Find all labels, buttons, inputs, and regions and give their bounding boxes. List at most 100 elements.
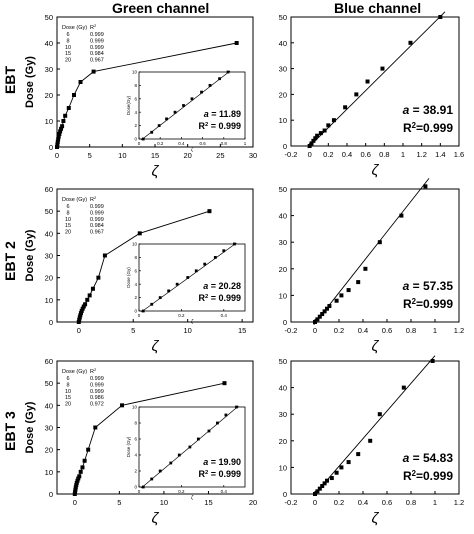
ebt2-green-ytick-label: 10 — [45, 296, 53, 305]
ebt3-blue-point — [325, 478, 329, 483]
ebt3-green-inset-ytick-label: 8 — [134, 421, 137, 426]
ebt2-green-ytick-label: 20 — [45, 274, 53, 283]
ebt3-green-point — [77, 474, 82, 479]
ebt2-green-point — [207, 209, 212, 214]
ebt2-green-inset-ylabel: Dose (Gy) — [126, 267, 131, 288]
ebt3-green-inset-ytick-label: 4 — [134, 453, 137, 458]
column-title-green: Green channel — [112, 0, 210, 16]
ebt-green-point — [66, 106, 71, 110]
ebt-green-point — [78, 80, 83, 84]
ebt-green-inset-point — [190, 97, 194, 101]
ebt2-green-table-header-r2: R2 — [90, 195, 97, 203]
ebt2-green-inset-point — [158, 296, 162, 299]
ebt3-green-inset-r2-label: R2 = 0.999 — [198, 469, 241, 479]
ebt-green-xtick-label: 10 — [118, 151, 126, 160]
ebt-green-inset-ylabel: Dose(Gy) — [126, 95, 131, 115]
ebt2-blue-point — [363, 266, 368, 271]
ebt-blue-frame — [290, 16, 460, 147]
ebt-green-inset-ytick-label: 4 — [134, 110, 137, 115]
ebt-blue-point — [311, 138, 316, 143]
ebt-green-table-r2: 0.999 — [90, 45, 104, 51]
ebt2-blue-xtick-label: -0.2 — [285, 326, 298, 335]
ebt-green-inset-xtick-label: 0.2 — [157, 141, 164, 146]
ebt2-green-table-dose: 10 — [65, 217, 71, 223]
ebt2-blue-point — [325, 306, 329, 311]
ebt2-green-xtick-label: 0 — [77, 326, 81, 335]
ebt3-blue-point — [334, 470, 339, 475]
ebt2-green-point — [79, 308, 84, 313]
ebt-blue-xlabel: ζ — [372, 162, 380, 179]
ebt-blue-point — [322, 128, 327, 133]
ebt3-green-table-dose: 10 — [65, 389, 71, 395]
ebt2-green-point — [78, 311, 83, 316]
ebt3-green-xtick-label: 20 — [249, 498, 257, 507]
ebt-blue-fit-label: a = 38.91 — [403, 103, 454, 117]
ebt3-green-table-r2: 0.999 — [90, 376, 104, 382]
ebt-blue-point — [331, 118, 336, 123]
ebt2-green-inset-ytick-label: 4 — [134, 282, 137, 287]
ebt2-blue-point — [356, 280, 361, 285]
ebt2-blue-xtick-label: 1 — [433, 326, 437, 335]
ebt2-green-point — [102, 253, 107, 258]
ebt2-green-point — [77, 315, 82, 320]
ebt3-blue-xtick-label: 1.2 — [454, 498, 464, 507]
ebt3-green-inset-ylabel: Dose (Gy) — [126, 436, 131, 457]
ebt-blue-point — [307, 144, 312, 148]
ebt3-green-table-dose: 20 — [65, 402, 71, 408]
ebt3-blue-ytick-label: 20 — [279, 437, 287, 446]
ebt2-green-inset-point — [203, 262, 207, 266]
ebt3-blue-ytick-label: 30 — [279, 410, 287, 419]
ebt2-green-inset-fit-label: a = 20.28 — [203, 281, 241, 291]
ebt2-green-point — [87, 293, 92, 298]
ebt2-blue-ytick-label: 10 — [279, 291, 287, 300]
ebt2-blue-xtick-label: 0.8 — [406, 326, 416, 335]
ebt2-green-table-r2: 0.967 — [90, 230, 104, 236]
ebt-green-xtick-label: 15 — [151, 151, 159, 160]
ebt2-green-inset-ytick-label: 10 — [132, 242, 138, 247]
ebt-blue-point — [380, 66, 385, 71]
ebt3-blue-point — [346, 460, 351, 465]
ebt-green-xtick-label: 30 — [249, 151, 257, 160]
ebt2-green-inset-point — [141, 309, 145, 313]
ebt3-green-xtick-label: 15 — [204, 498, 212, 507]
ebt3-green-xtick-label: 0 — [73, 498, 77, 507]
ebt3-blue-r2-label: R2=0.999 — [403, 469, 453, 483]
ebt-green-inset-point — [208, 84, 212, 87]
ebt-green-point — [55, 139, 60, 144]
ebt2-green-point — [80, 306, 85, 311]
ebt-green-inset-ytick-label: 2 — [134, 123, 137, 128]
ebt3-green-table-header-dose: Dose (Gy) — [62, 369, 87, 375]
ebt3-blue-ytick-label: 40 — [279, 384, 287, 393]
ebt2-green-ytick-label: 50 — [45, 207, 53, 216]
ebt3-blue-ytick-label: 10 — [279, 463, 287, 472]
ebt3-green-inset-frame — [138, 406, 246, 488]
ebt-green-point — [58, 129, 63, 134]
ebt3-green-ytick-label: 30 — [45, 424, 53, 433]
ebt3-green-xtick-label: 5 — [117, 498, 121, 507]
ebt-green-point — [55, 142, 60, 147]
ebt3-green-inset-point — [177, 453, 181, 457]
ebt3-green-inset-fit-label: a = 19.90 — [203, 457, 241, 467]
ebt3-blue-point — [401, 385, 406, 390]
ebt3-green-point — [73, 489, 78, 494]
ebt3-green-inset-point — [216, 421, 219, 425]
ebt-green-xlabel: ζ — [152, 163, 160, 180]
ebt3-green-ytick-label: 10 — [45, 468, 53, 477]
ebt-blue-point — [343, 105, 348, 110]
ebt-blue-ytick-label: 0 — [283, 142, 287, 151]
ebt2-blue-xtick-label: 0.6 — [382, 326, 392, 335]
ebt-green-point — [63, 113, 68, 118]
ebt2-green-ytick-label: 0 — [49, 318, 53, 327]
ebt3-blue-point — [317, 486, 322, 491]
ebt3-green-table-dose: 15 — [65, 395, 71, 401]
ebt-green-inset-ytick-label: 10 — [132, 70, 138, 75]
ebt3-blue-point — [329, 476, 334, 481]
ebt2-green-inset-ytick-label: 0 — [134, 309, 137, 314]
ebt2-green-ytick-label: 30 — [45, 252, 53, 261]
ebt3-green-inset-xtick-label: 0.2 — [178, 489, 185, 494]
ebt2-blue-point — [423, 184, 428, 189]
ebt3-green-point — [222, 381, 227, 386]
ebt2-green-table-header-dose: Dose (Gy) — [62, 197, 87, 203]
ebt-green-point — [56, 137, 61, 142]
ebt3-green-ytick-label: 0 — [49, 490, 53, 499]
